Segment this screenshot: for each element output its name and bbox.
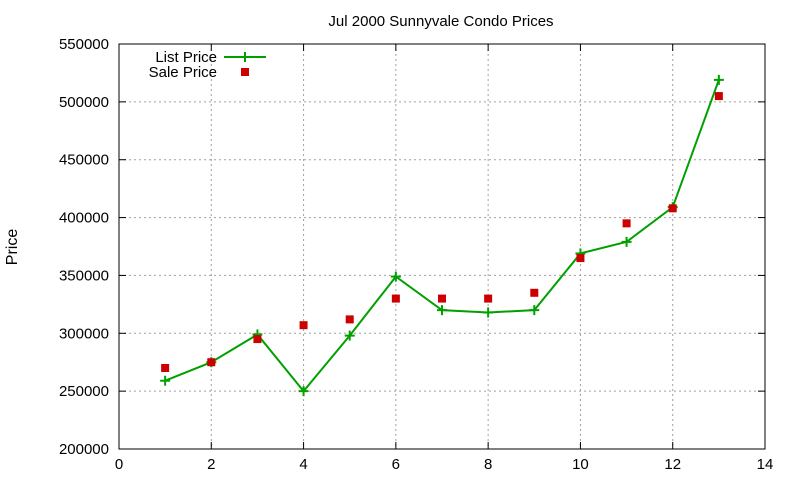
x-tick-label: 4 xyxy=(299,456,307,473)
grid xyxy=(119,44,765,449)
sale-price-point xyxy=(253,335,262,344)
sale-price-point xyxy=(161,364,170,372)
list-price-point xyxy=(483,307,494,318)
sale-price-point xyxy=(391,294,400,303)
sale-price-point xyxy=(668,204,677,213)
sale-price-point xyxy=(576,254,585,263)
x-tick-label: 6 xyxy=(392,456,400,473)
list-price-point xyxy=(160,375,171,386)
legend-label: Sale Price xyxy=(149,64,217,81)
list-price-point xyxy=(344,330,355,341)
y-axis-label: Price xyxy=(4,229,21,266)
list-price-point xyxy=(298,386,309,397)
list-price-point xyxy=(713,74,724,85)
list-price-line xyxy=(164,79,720,393)
y-tick-label: 250000 xyxy=(59,383,109,400)
sale-price-point xyxy=(714,92,723,101)
list-price-point xyxy=(621,236,632,247)
x-tick-label: 14 xyxy=(757,456,774,473)
legend-label: List Price xyxy=(155,49,217,66)
y-tick-label: 500000 xyxy=(59,94,109,111)
sale-price-point xyxy=(484,294,493,303)
plot-frame xyxy=(118,43,766,450)
series-lines xyxy=(164,79,720,393)
y-tick-label: 300000 xyxy=(59,325,109,342)
list-price-point xyxy=(390,271,401,282)
sale-price-point xyxy=(345,315,354,324)
x-tick-label: 12 xyxy=(664,456,681,473)
legend-marker xyxy=(240,52,250,62)
list-price-point xyxy=(529,305,540,316)
x-tick-label: 0 xyxy=(115,456,123,473)
y-tick-label: 200000 xyxy=(59,441,109,458)
y-tick-label: 400000 xyxy=(59,210,109,227)
y-tick-label: 450000 xyxy=(59,152,109,169)
x-tick-label: 10 xyxy=(572,456,589,473)
y-tick-label: 550000 xyxy=(59,36,109,53)
legend-marker xyxy=(241,68,249,76)
sale-price-point xyxy=(530,288,539,297)
x-tick-label: 2 xyxy=(207,456,215,473)
tick-labels: 0 2 4 6 8 10 12 14 200000 250000 300000 350000 40000… xyxy=(59,36,773,473)
x-tick-label: 8 xyxy=(484,456,492,473)
y-tick-label: 350000 xyxy=(59,267,109,284)
sale-price-point xyxy=(438,294,446,303)
list-price-point xyxy=(437,305,447,316)
sale-price-point xyxy=(207,358,216,367)
chart-title: Jul 2000 Sunnyvale Condo Prices xyxy=(328,13,553,30)
sale-price-point xyxy=(622,219,631,228)
markers xyxy=(160,74,724,397)
sale-price-point xyxy=(299,321,308,330)
